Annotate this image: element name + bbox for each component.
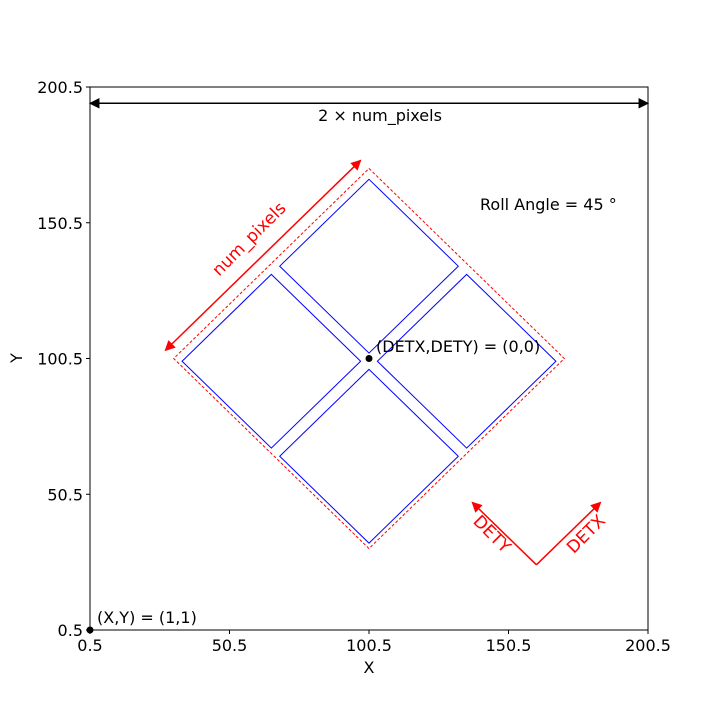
y-axis-ticks: 0.5 50.5 100.5 150.5 200.5 bbox=[37, 78, 90, 640]
y-axis-label: Y bbox=[7, 353, 26, 364]
x-axis-label: X bbox=[364, 658, 375, 677]
y-tick-label: 150.5 bbox=[37, 214, 83, 233]
origin-point bbox=[86, 626, 94, 634]
quadrant-bottom bbox=[279, 368, 459, 544]
dety-arrow bbox=[471, 501, 537, 566]
detx-arrow bbox=[535, 501, 602, 566]
detx-label: DETX bbox=[563, 511, 610, 558]
num-pixels-arrow bbox=[164, 159, 362, 352]
quadrant-right bbox=[376, 273, 557, 449]
x-tick-label: 150.5 bbox=[486, 636, 532, 655]
center-point bbox=[365, 355, 373, 362]
y-tick-label: 50.5 bbox=[47, 485, 83, 504]
quadrant-top bbox=[279, 178, 459, 354]
center-label: (DETX,DETY) = (0,0) bbox=[376, 337, 540, 356]
width-label: 2 × num_pixels bbox=[318, 106, 442, 126]
y-tick-label: 0.5 bbox=[58, 621, 83, 640]
x-tick-label: 0.5 bbox=[77, 636, 102, 655]
x-tick-label: 50.5 bbox=[212, 636, 248, 655]
x-tick-label: 100.5 bbox=[346, 636, 392, 655]
detector-boundary bbox=[172, 167, 566, 550]
y-tick-label: 100.5 bbox=[37, 350, 83, 369]
quadrant-left bbox=[181, 273, 362, 449]
roll-angle-label: Roll Angle = 45 ° bbox=[480, 195, 617, 214]
x-tick-label: 200.5 bbox=[625, 636, 671, 655]
x-axis-ticks: 0.5 50.5 100.5 150.5 200.5 bbox=[77, 630, 671, 655]
y-tick-label: 200.5 bbox=[37, 78, 83, 97]
origin-label: (X,Y) = (1,1) bbox=[97, 608, 197, 627]
dety-label: DETY bbox=[469, 512, 515, 558]
